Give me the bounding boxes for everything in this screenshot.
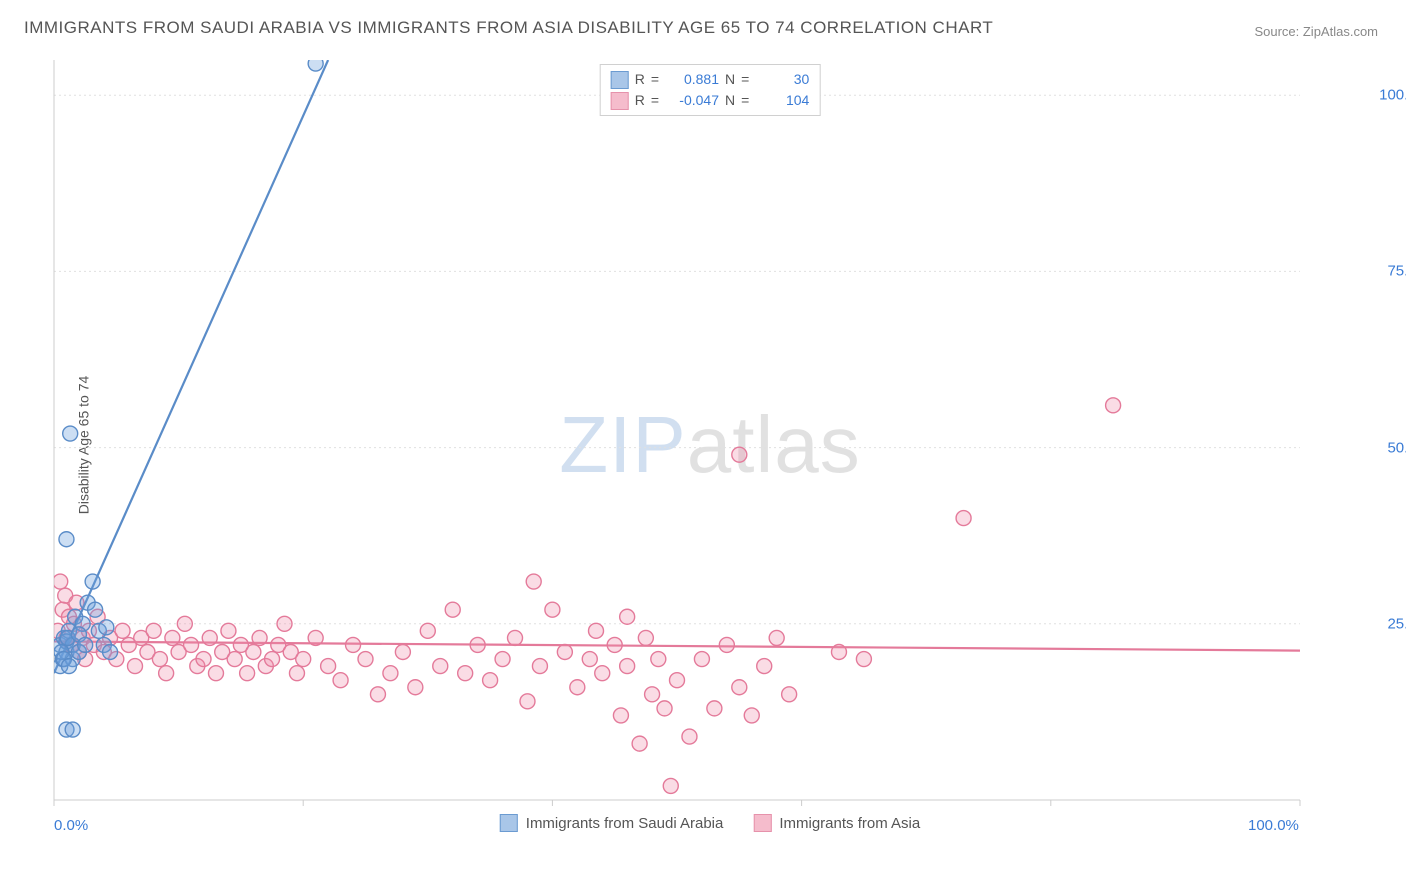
eq-sign: = bbox=[651, 69, 659, 90]
series-label-asia: Immigrants from Asia bbox=[779, 815, 920, 832]
legend-row-saudi: R = 0.881 N = 30 bbox=[611, 69, 810, 90]
swatch-saudi bbox=[500, 814, 518, 832]
chart-area: Disability Age 65 to 74 ZIPatlas R = 0.8… bbox=[50, 60, 1370, 830]
x-tick-label: 100.0% bbox=[1248, 817, 1299, 834]
source-attribution: Source: ZipAtlas.com bbox=[1254, 24, 1378, 39]
eq-sign: = bbox=[651, 90, 659, 111]
r-label: R bbox=[635, 90, 645, 111]
r-value-saudi: 0.881 bbox=[665, 69, 719, 90]
legend-item-saudi: Immigrants from Saudi Arabia bbox=[500, 814, 724, 832]
swatch-asia bbox=[611, 92, 629, 110]
n-label: N bbox=[725, 69, 735, 90]
n-value-saudi: 30 bbox=[755, 69, 809, 90]
legend-row-asia: R = -0.047 N = 104 bbox=[611, 90, 810, 111]
eq-sign: = bbox=[741, 69, 749, 90]
r-value-asia: -0.047 bbox=[665, 90, 719, 111]
legend-series: Immigrants from Saudi Arabia Immigrants … bbox=[500, 814, 920, 832]
y-tick-label: 75.0% bbox=[1387, 263, 1406, 280]
series-label-saudi: Immigrants from Saudi Arabia bbox=[526, 815, 724, 832]
swatch-asia bbox=[753, 814, 771, 832]
x-tick-label: 0.0% bbox=[54, 817, 88, 834]
legend-item-asia: Immigrants from Asia bbox=[753, 814, 920, 832]
scatter-plot bbox=[50, 60, 1370, 830]
y-tick-label: 25.0% bbox=[1387, 615, 1406, 632]
n-value-asia: 104 bbox=[755, 90, 809, 111]
legend-correlation: R = 0.881 N = 30 R = -0.047 N = 104 bbox=[600, 64, 821, 116]
swatch-saudi bbox=[611, 71, 629, 89]
y-tick-label: 100.0% bbox=[1379, 87, 1406, 104]
eq-sign: = bbox=[741, 90, 749, 111]
r-label: R bbox=[635, 69, 645, 90]
n-label: N bbox=[725, 90, 735, 111]
chart-title: IMMIGRANTS FROM SAUDI ARABIA VS IMMIGRAN… bbox=[24, 18, 993, 38]
y-tick-label: 50.0% bbox=[1387, 439, 1406, 456]
